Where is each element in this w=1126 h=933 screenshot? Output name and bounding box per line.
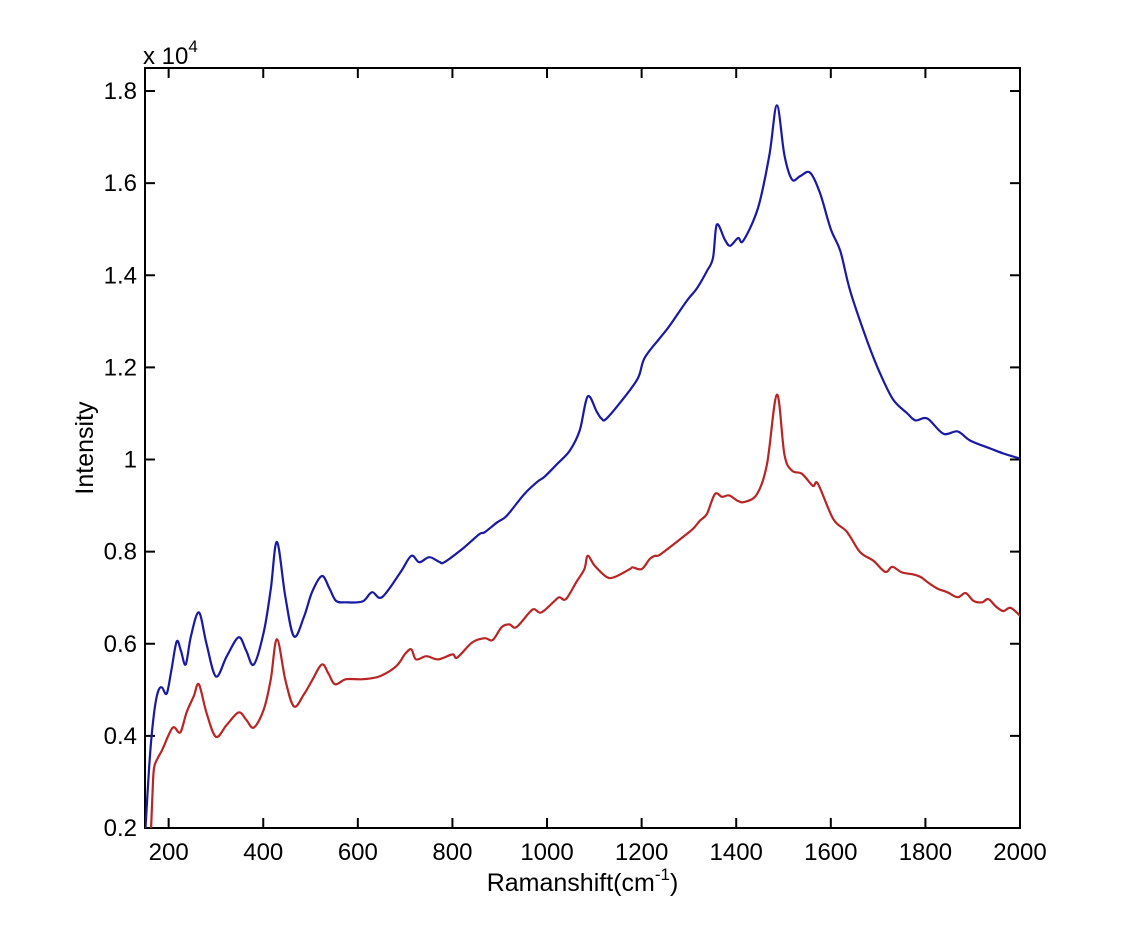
x-tick-label: 1400 <box>710 839 763 866</box>
x-tick-label: 1000 <box>520 839 573 866</box>
y-tick-label: 1.2 <box>104 354 137 381</box>
y-tick-label: 1 <box>124 447 137 474</box>
x-axis-label: Ramanshift(cm-1) <box>487 865 679 897</box>
y-axis-label: Intensity <box>71 401 99 495</box>
y-tick-label: 0.4 <box>104 723 137 750</box>
y-tick-label: 1.8 <box>104 78 137 105</box>
x-tick-label: 800 <box>432 839 472 866</box>
y-tick-label: 0.6 <box>104 631 137 658</box>
x-tick-label: 1600 <box>804 839 857 866</box>
x-tick-label: 1200 <box>615 839 668 866</box>
x-tick-label: 600 <box>338 839 378 866</box>
y-tick-label: 0.8 <box>104 539 137 566</box>
y-tick-label: 1.6 <box>104 170 137 197</box>
x-tick-label: 1800 <box>899 839 952 866</box>
y-tick-label: 1.4 <box>104 262 137 289</box>
spectrum-line-lower-spectrum-red <box>150 393 1020 828</box>
spectrum-line-upper-spectrum-blue <box>145 104 1020 828</box>
y-axis-multiplier: x 104 <box>143 37 198 70</box>
y-tick-label: 0.2 <box>104 815 137 842</box>
x-tick-label: 400 <box>243 839 283 866</box>
axes-box <box>144 67 1021 829</box>
x-tick-label: 2000 <box>993 839 1046 866</box>
x-tick-label: 200 <box>149 839 189 866</box>
